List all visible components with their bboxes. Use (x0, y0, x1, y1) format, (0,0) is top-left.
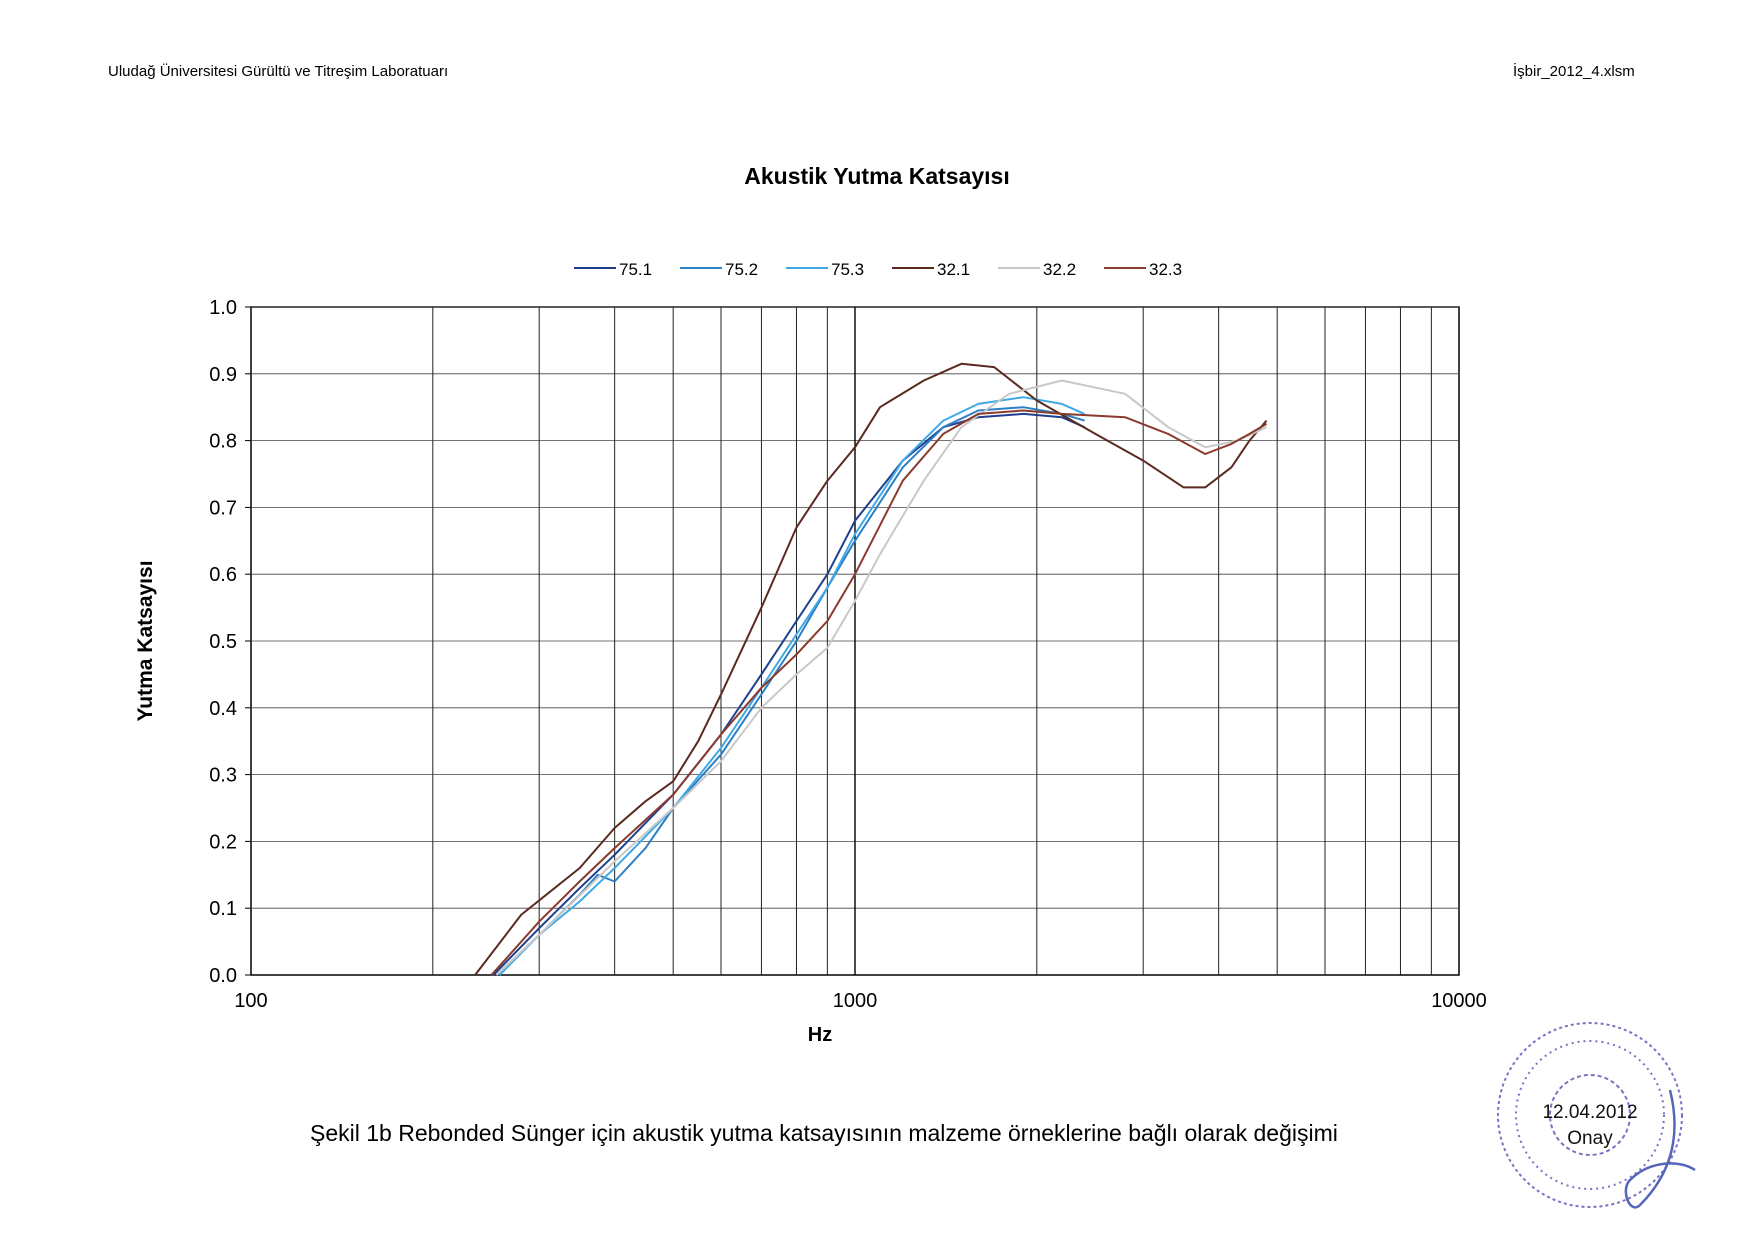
chart-series-layer (474, 362, 1268, 976)
series-line-32.1 (474, 362, 1268, 976)
header-file-name: İşbir_2012_4.xlsm (1513, 63, 1635, 80)
stamp-date: 12.04.2012 (1542, 1102, 1638, 1123)
y-axis-label: Yutma Katsayısı (134, 560, 157, 721)
y-tick-label: 0.9 (209, 364, 237, 386)
legend-label-75.2: 75.2 (725, 260, 758, 279)
legend-label-32.3: 32.3 (1149, 260, 1182, 279)
y-tick-label: 0.3 (209, 765, 237, 787)
y-tick-label: 0.2 (209, 831, 237, 853)
chart-grid (250, 306, 1460, 976)
y-tick-label: 0.4 (209, 698, 237, 720)
header-lab-name: Uludağ Üniversitesi Gürültü ve Titreşim … (108, 63, 449, 80)
figure-caption: Şekil 1b Rebonded Sünger için akustik yu… (310, 1120, 1338, 1146)
legend-label-32.2: 32.2 (1043, 260, 1076, 279)
x-tick-label: 100 (234, 990, 267, 1012)
y-tick-label: 0.5 (209, 631, 237, 653)
x-tick-label: 10000 (1431, 990, 1487, 1012)
legend-label-75.1: 75.1 (619, 260, 652, 279)
legend-label-75.3: 75.3 (831, 260, 864, 279)
signature-scribble (1624, 1089, 1696, 1209)
series-line-32.2 (495, 379, 1267, 976)
x-tick-label: 1000 (833, 990, 878, 1012)
stamp-label: Onay (1567, 1128, 1613, 1149)
chart-legend: 75.1 75.2 75.3 32.1 32.2 32.3 (574, 260, 1182, 279)
chart-title: Akustik Yutma Katsayısı (744, 163, 1010, 189)
legend-label-32.1: 32.1 (937, 260, 970, 279)
chart-axes: 0.0 0.1 0.2 0.3 0.4 0.5 0.6 0.7 0.8 0.9 1.0 100 1000… (134, 297, 1487, 1046)
y-tick-label: 0.6 (209, 564, 237, 586)
y-tick-label: 1.0 (209, 297, 237, 319)
approval-stamp (1497, 1022, 1696, 1209)
y-tick-label: 0.0 (209, 965, 237, 987)
y-tick-label: 0.8 (209, 431, 237, 453)
y-tick-label: 0.1 (209, 898, 237, 920)
y-tick-label: 0.7 (209, 497, 237, 519)
series-line-32.3 (490, 409, 1268, 976)
series-line-75.1 (492, 412, 1086, 976)
x-axis-label: Hz (808, 1024, 832, 1046)
